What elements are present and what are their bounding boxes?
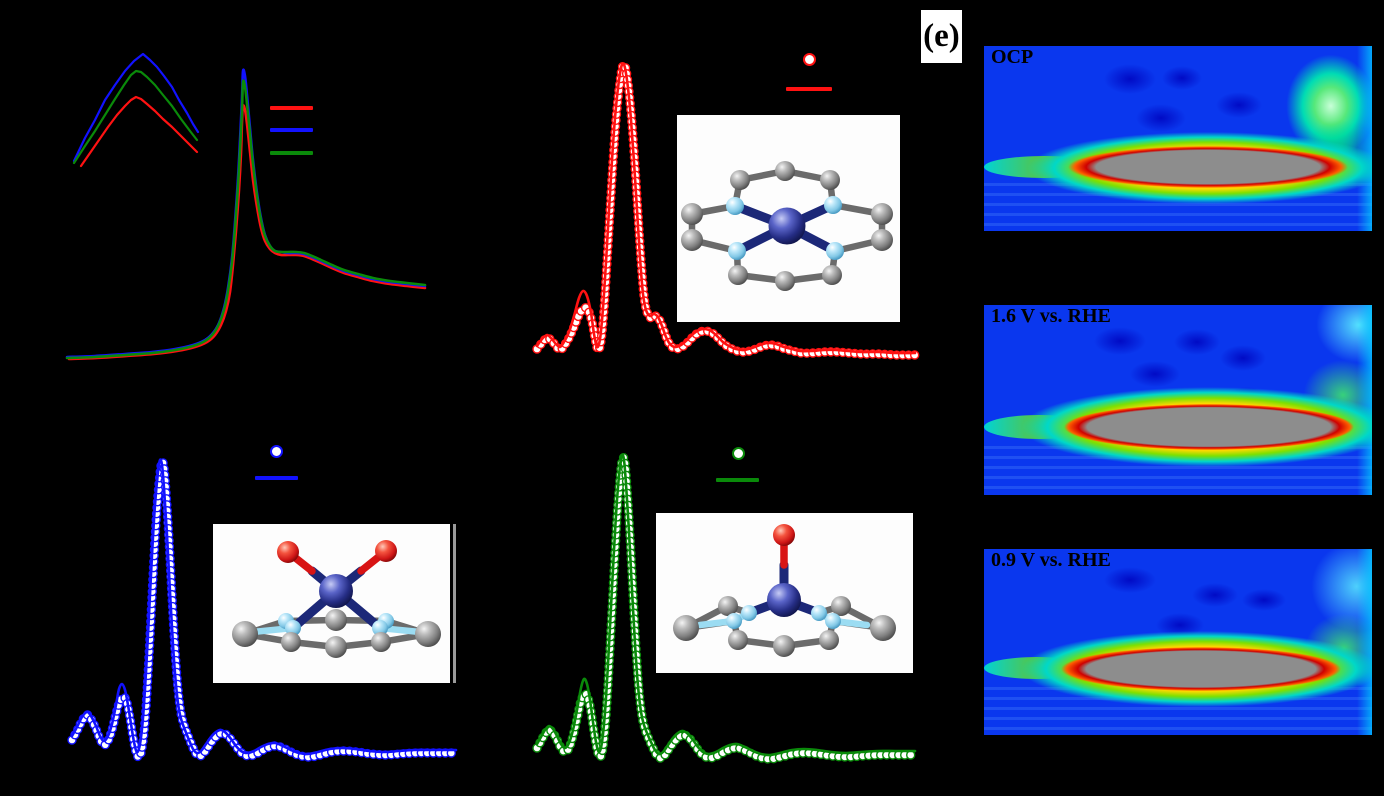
a-curve-spectrum-red [67,104,427,361]
carbon-atom [371,632,391,652]
oxygen-atom [375,540,397,562]
metal-atom [319,574,353,608]
carbon-atom [728,630,748,650]
legend-a-swatch-blue [270,128,313,132]
carbon-atom [870,615,896,641]
nitrogen-atom [726,613,742,629]
oxygen-atom [277,541,299,563]
carbon-atom [871,229,893,251]
nitrogen-atom [811,605,827,621]
wavelet-dark-blob [1216,92,1262,118]
carbon-atom [730,170,750,190]
d-curve-fit [535,453,917,757]
carbon-atom [232,621,258,647]
wavelet-dark-blob [1174,329,1220,355]
a-curve-inset-red [79,95,199,168]
carbon-atom [822,265,842,285]
legend-b-fit-swatch [786,87,832,91]
oxygen-atom [773,524,795,546]
a-curve-inset-green [72,69,199,165]
wavelet-hot-core [1064,404,1354,450]
wavelet-dark-blob [1136,104,1186,132]
inset-d-molecule-sideview-1O [656,513,913,673]
legend-b-data-marker [803,53,816,66]
nitrogen-atom [741,605,757,621]
a-curve-inset-blue [72,52,200,163]
wavelet-map-ocp: OCP [984,46,1372,231]
molecule-mN4-topview [681,161,893,291]
legend-c-data-marker [270,445,283,458]
carbon-atom [775,271,795,291]
inset-c-edge-line [453,524,456,683]
wavelet-label-1p6v: 1.6 V vs. RHE [991,305,1111,327]
panel-a-xanes-plot [65,52,427,361]
nitrogen-atom [826,242,844,260]
molecule-mN4-O2-sideview [232,540,441,658]
carbon-atom [415,621,441,647]
carbon-atom [681,203,703,225]
nitrogen-atom [285,620,301,636]
panel-e-label: (e) [921,10,962,63]
molecule-mN4-O-sideview [673,524,896,657]
legend-d-data-marker [732,447,745,460]
carbon-atom [325,636,347,658]
wavelet-label-0p9v: 0.9 V vs. RHE [991,549,1111,571]
wavelet-dark-blob [1220,345,1266,371]
wavelet-hot-core [1068,146,1348,188]
carbon-atom [325,609,347,631]
carbon-atom [831,596,851,616]
metal-atom [767,583,801,617]
carbon-atom [775,161,795,181]
legend-a-swatch-red [270,106,313,110]
wavelet-label-ocp: OCP [991,46,1034,68]
carbon-atom [281,632,301,652]
carbon-atom [820,170,840,190]
metal-atom [768,207,806,245]
carbon-atom [728,265,748,285]
carbon-atom [773,635,795,657]
legend-c-fit-swatch [255,476,298,480]
wavelet-dark-blob [1162,66,1202,90]
nitrogen-atom [728,242,746,260]
nitrogen-atom [824,196,842,214]
panel-e-label-text: (e) [923,18,960,54]
nitrogen-atom [825,613,841,629]
panel-d-exafs-plot [532,452,917,764]
carbon-atom [673,615,699,641]
b-curve-fit [535,62,917,355]
wavelet-dark-blob [1192,583,1238,607]
wavelet-map-1p6v: 1.6 V vs. RHE [984,305,1372,495]
inset-c-molecule-sideview-2O [213,524,450,683]
legend-d-fit-swatch [716,478,759,482]
carbon-atom [681,229,703,251]
inset-b-molecule-topview [677,115,900,322]
panel-b-exafs-plot [532,62,920,360]
c-curve-fit [70,458,458,756]
wavelet-dark-blob [1104,64,1156,94]
panel-c-exafs-plot [67,458,458,762]
wavelet-dark-blob [1242,589,1286,611]
a-curve-spectrum-green [65,79,427,360]
wavelet-map-0p9v: 0.9 V vs. RHE [984,549,1372,735]
legend-a-swatch-green [270,151,313,155]
wavelet-hot-core [1061,647,1341,691]
nitrogen-atom [726,197,744,215]
wavelet-dark-blob [1130,361,1180,387]
nitrogen-atom [372,620,388,636]
wavelet-dark-blob [1094,327,1146,355]
carbon-atom [871,203,893,225]
carbon-atom [819,630,839,650]
wavelet-dark-blob [1104,567,1156,593]
carbon-atom [718,596,738,616]
